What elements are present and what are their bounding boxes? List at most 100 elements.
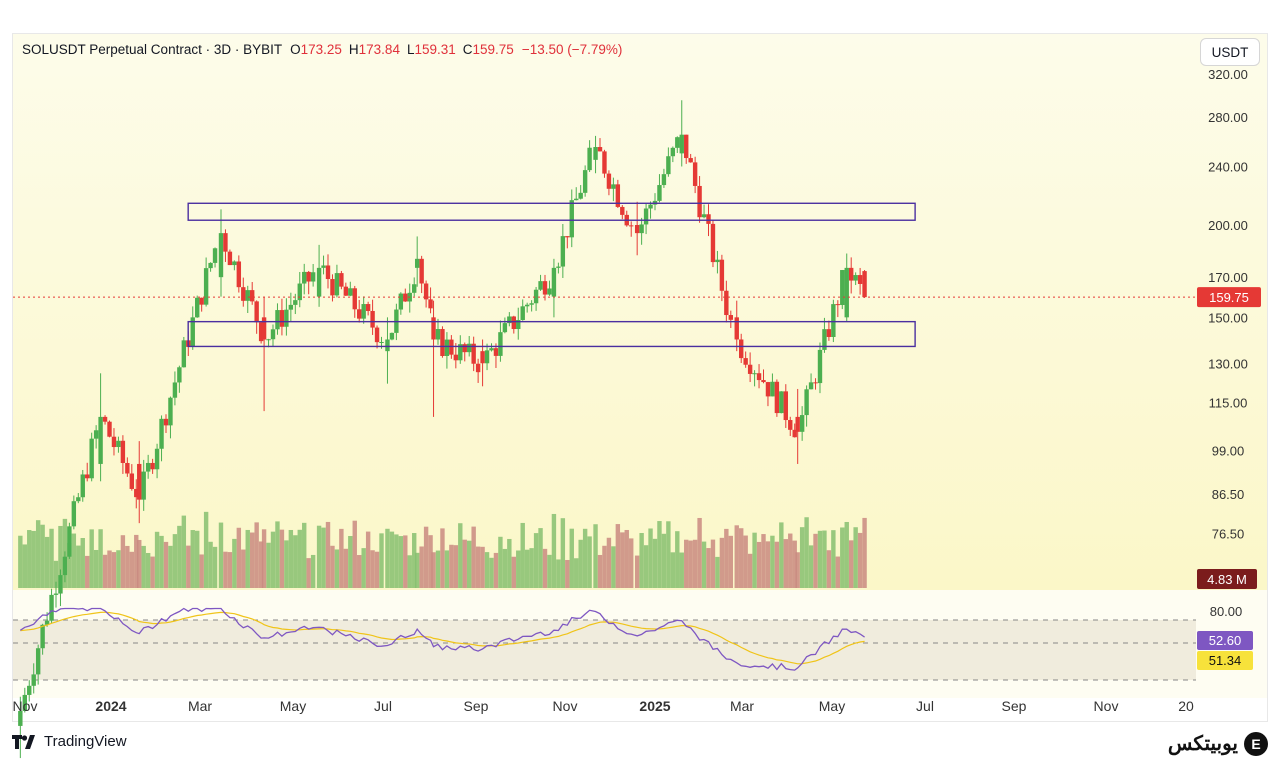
volume-bar — [223, 551, 228, 588]
candle-body — [813, 382, 818, 384]
volume-bar — [587, 536, 592, 588]
volume-bar — [756, 541, 762, 588]
candle-body — [611, 184, 616, 189]
candle-body — [44, 620, 50, 625]
volume-bar — [458, 523, 463, 588]
volume-bar — [330, 545, 335, 588]
candle-body — [261, 317, 267, 340]
volume-bar — [44, 536, 50, 588]
candle-body — [679, 134, 684, 154]
volume-bar — [804, 517, 809, 588]
volume-bar — [145, 552, 151, 588]
candle-body — [279, 310, 285, 327]
candle-body — [302, 271, 307, 284]
candle-body — [423, 283, 429, 300]
volume-bar — [116, 550, 121, 588]
candle-body — [31, 674, 36, 686]
candle-body — [316, 267, 322, 297]
volume-bar — [423, 526, 429, 588]
volume-bar — [538, 528, 543, 588]
volume-bar — [85, 555, 90, 588]
volume-bar — [533, 533, 539, 588]
volume-bar — [560, 518, 566, 588]
candle-body — [181, 340, 187, 368]
volume-bar — [788, 533, 793, 588]
candle-body — [352, 288, 357, 310]
volume-bar — [89, 529, 94, 588]
volume-bar — [739, 528, 744, 588]
volume-badge — [1197, 569, 1257, 589]
volume-bar — [857, 532, 863, 588]
time-tick-label: Nov — [1094, 698, 1119, 714]
candle-body — [765, 382, 771, 397]
candle-body — [203, 268, 209, 305]
volume-bar — [507, 538, 512, 588]
volume-bar — [853, 527, 858, 588]
candle-body — [840, 270, 845, 305]
volume-bar — [150, 556, 155, 588]
volume-bar — [569, 528, 574, 588]
volume-bar — [398, 536, 404, 588]
candle-body — [467, 343, 472, 353]
price-tick-label: 86.50 — [1212, 487, 1245, 502]
candle-body — [67, 526, 72, 557]
candle-body — [520, 306, 525, 321]
candle-body — [453, 354, 459, 361]
volume-bar — [361, 548, 366, 588]
volume-bar — [357, 555, 362, 588]
candle-body — [365, 304, 371, 311]
candle-body — [357, 309, 362, 319]
volume-bar — [844, 521, 849, 588]
volume-bar — [724, 528, 729, 588]
volume-bar — [212, 546, 218, 588]
volume-bar — [502, 548, 508, 588]
candle-body — [804, 389, 809, 416]
volume-bar — [339, 528, 344, 588]
candle-body — [137, 463, 142, 500]
candle-body — [250, 290, 255, 302]
candle-body — [297, 283, 302, 301]
candle-body — [172, 382, 178, 398]
candle-body — [565, 236, 570, 238]
candle-body — [706, 214, 711, 224]
candle-body — [648, 204, 653, 209]
open-value: 173.25 — [300, 42, 342, 57]
volume-bar — [624, 529, 629, 588]
volume-bar — [348, 536, 353, 588]
volume-bar — [134, 534, 139, 588]
volume-bar — [321, 527, 326, 588]
volume-label: 4.83 M — [1207, 572, 1247, 587]
volume-bar — [444, 550, 450, 588]
volume-bar — [817, 530, 823, 588]
volume-bar — [822, 530, 827, 588]
volume-bar — [435, 550, 441, 588]
volume-bar — [684, 539, 689, 588]
volume-bar — [597, 554, 603, 588]
volume-bar — [582, 528, 588, 588]
candle-body — [435, 329, 441, 340]
candle-body — [403, 293, 408, 302]
time-tick-label: Nov — [13, 698, 38, 714]
volume-bar — [706, 548, 711, 588]
candle-body — [361, 304, 366, 319]
candle-body — [145, 462, 151, 472]
volume-bar — [98, 529, 103, 588]
candle-body — [734, 317, 739, 340]
volume-bar — [428, 535, 433, 588]
low-label: L — [406, 42, 415, 57]
volume-bar — [848, 540, 854, 588]
candle-body — [339, 273, 344, 287]
candle-body — [688, 158, 693, 163]
zones — [187, 202, 916, 348]
volume-bar — [675, 531, 680, 588]
volume-bar — [752, 532, 757, 588]
volume-bar — [31, 530, 36, 588]
time-tick-label: Jul — [916, 698, 934, 714]
volume-bar — [389, 531, 395, 588]
tradingview-logo-icon — [12, 734, 35, 749]
candle-body — [493, 348, 499, 356]
currency-button[interactable]: USDT — [1200, 38, 1260, 66]
volume-bar — [652, 538, 658, 588]
volume-bar — [761, 534, 766, 588]
